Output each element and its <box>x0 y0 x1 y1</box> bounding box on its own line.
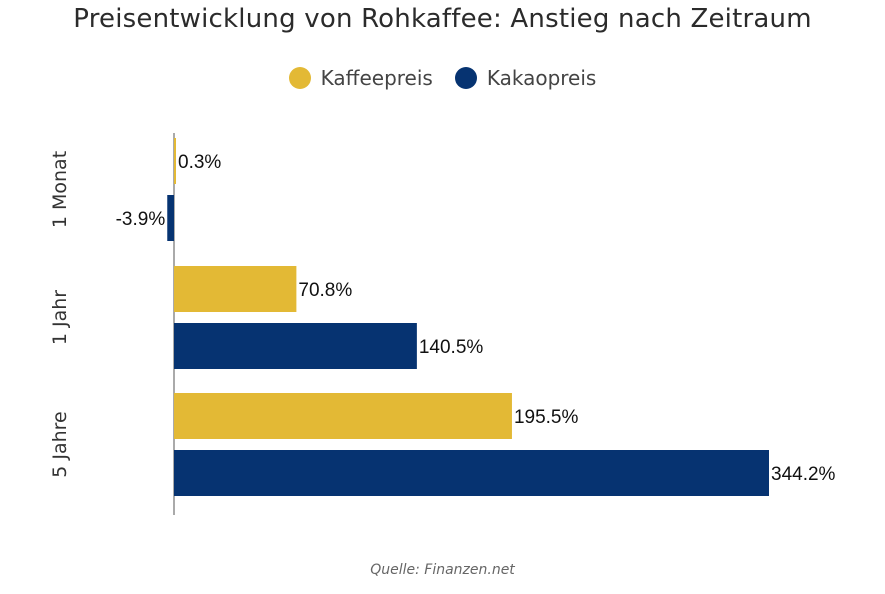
bar-kaffeepreis-5-jahre <box>174 393 512 439</box>
data-label-kakaopreis-5-jahre: 344.2% <box>771 464 836 485</box>
bar-kakaopreis-1-jahr <box>174 323 417 369</box>
data-label-kakaopreis-1-jahr: 140.5% <box>419 337 484 358</box>
data-label-kakaopreis-1-monat: -3.9% <box>116 209 166 230</box>
bar-kaffeepreis-1-jahr <box>174 266 297 312</box>
legend-item-kaffeepreis: Kaffeepreis <box>288 66 433 90</box>
legend-swatch-kakaopreis <box>454 67 477 89</box>
chart-legend: Kaffeepreis Kakaopreis <box>0 66 885 90</box>
data-label-kaffeepreis-1-jahr: 70.8% <box>298 280 352 301</box>
data-label-kaffeepreis-5-jahre: 195.5% <box>514 407 579 428</box>
category-label-1-jahr: 1 Jahr <box>49 290 71 345</box>
source-note: Quelle: Finanzen.net <box>370 562 515 578</box>
bar-kakaopreis-5-jahre <box>174 450 769 496</box>
category-label-1-monat: 1 Monat <box>49 151 71 228</box>
data-label-kaffeepreis-1-monat: 0.3% <box>178 152 221 173</box>
category-label-5-jahre: 5 Jahre <box>49 411 71 478</box>
bar-kaffeepreis-1-monat <box>174 138 176 184</box>
legend-label-kaffeepreis: Kaffeepreis <box>320 66 433 90</box>
legend-label-kakaopreis: Kakaopreis <box>486 66 597 90</box>
legend-swatch-kaffeepreis <box>288 67 311 89</box>
bar-kakaopreis-1-monat <box>167 195 174 241</box>
chart-title: Preisentwicklung von Rohkaffee: Anstieg … <box>73 4 812 34</box>
legend-item-kakaopreis: Kakaopreis <box>454 66 597 90</box>
